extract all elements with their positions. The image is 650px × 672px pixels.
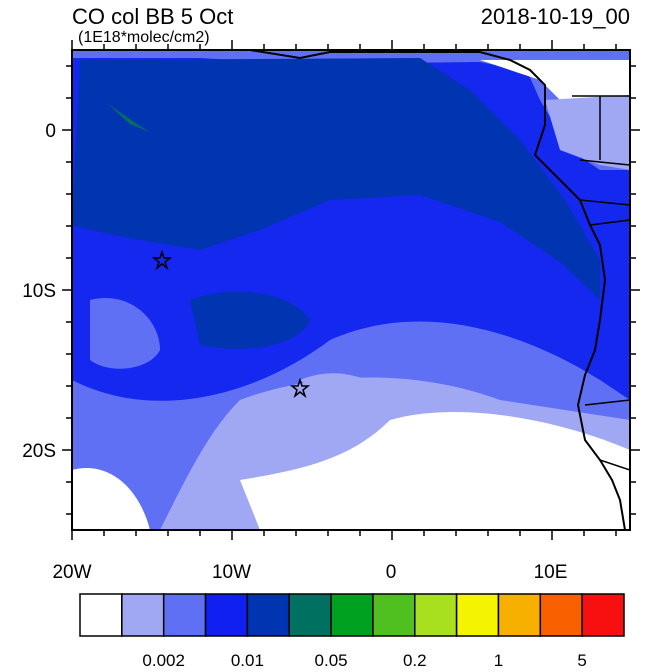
- colorbar-label: 0.05: [315, 651, 348, 667]
- colorbar-box: [372, 593, 416, 637]
- y-tick-label: 10S: [22, 281, 56, 302]
- y-tick-label: 0: [45, 121, 56, 142]
- colorbar-box: [330, 593, 374, 637]
- x-tick-label: 10W: [212, 562, 251, 583]
- x-tick-label: 10E: [534, 562, 568, 583]
- map-field: [72, 50, 630, 530]
- colorbar-label: 0.2: [403, 651, 427, 667]
- colorbar-box: [288, 593, 332, 637]
- colorbar-label: 0.01: [231, 651, 264, 667]
- colorbar-box: [162, 593, 207, 637]
- colorbar-box: [414, 593, 458, 637]
- colorbar-box: [79, 593, 123, 637]
- colorbar-label: 0.002: [142, 651, 185, 667]
- colorbar-box: [246, 593, 290, 637]
- colorbar-box: [455, 593, 500, 637]
- colorbar-box: [581, 593, 625, 637]
- colorbar-box: [204, 593, 249, 637]
- x-tick-label: 0: [386, 562, 397, 583]
- colorbar-box: [121, 593, 165, 637]
- units: (1E18*molec/cm2): [78, 29, 210, 46]
- colorbar-box: [539, 593, 583, 637]
- x-tick-label: 20W: [52, 562, 91, 583]
- title: CO col BB 5 Oct: [72, 4, 233, 29]
- colorbar-label: 5: [577, 651, 586, 667]
- colorbar-box: [497, 593, 542, 637]
- date: 2018-10-19_00: [481, 4, 630, 29]
- colorbar-label: 1: [494, 651, 503, 667]
- colorbar: 0.002 0.01 0.05 0.2 1 5: [79, 593, 625, 670]
- y-tick-label: 20S: [22, 441, 56, 462]
- axis-ticks: 0 10S 20S 20W 10W 0 10E: [22, 40, 640, 583]
